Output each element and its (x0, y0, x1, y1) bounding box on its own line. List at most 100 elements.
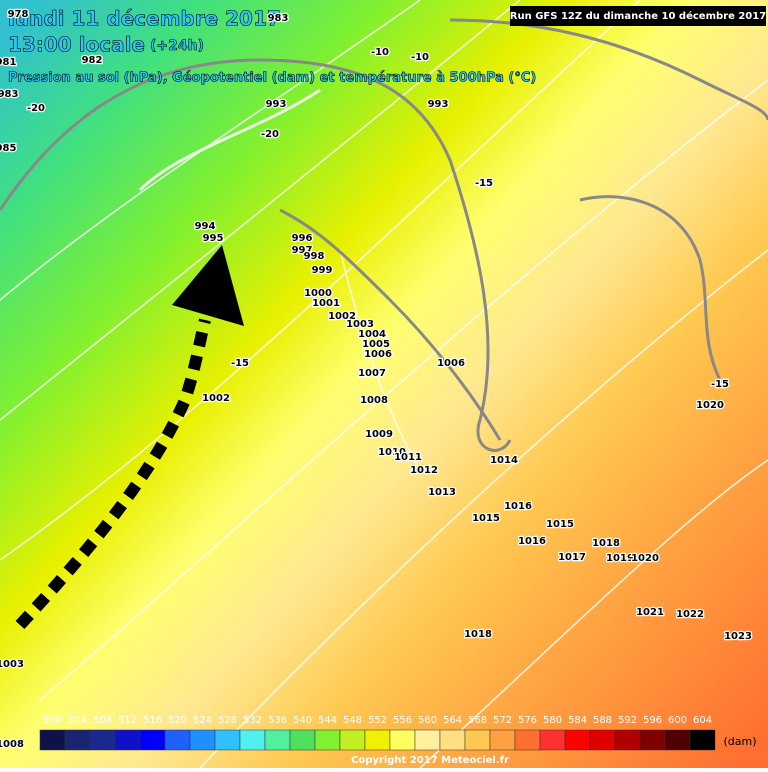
legend-value: 552 (368, 715, 387, 726)
legend: 500 504 508 512 516 520 524 528 532 536 540 544 548 5… (39, 715, 716, 751)
pressure-label: 1018 (592, 538, 620, 549)
pressure-label: 1021 (636, 607, 664, 618)
legend-swatch (564, 729, 591, 751)
pressure-label: 982 (82, 55, 103, 66)
pressure-label: 1009 (365, 429, 393, 440)
pressure-label: 1015 (546, 519, 574, 530)
legend-swatch (489, 729, 516, 751)
pressure-label: 1007 (358, 368, 386, 379)
flow-arrow (15, 245, 244, 630)
pressure-label: 1010 (378, 447, 406, 458)
legend-value: 528 (218, 715, 237, 726)
pressure-label: 1008 (360, 395, 388, 406)
pressure-label: -20 (27, 103, 45, 114)
pressure-label: 1003 (0, 659, 24, 670)
pressure-label: 1013 (428, 487, 456, 498)
pressure-label: -15 (231, 358, 249, 369)
legend-swatch (39, 729, 66, 751)
legend-swatch (264, 729, 291, 751)
pressure-label: 993 (428, 99, 449, 110)
pressure-label: 1018 (464, 629, 492, 640)
legend-value: 596 (643, 715, 662, 726)
legend-value: 572 (493, 715, 512, 726)
legend-value: 508 (93, 715, 112, 726)
legend-value: 604 (693, 715, 712, 726)
legend-value: 592 (618, 715, 637, 726)
pressure-label: 1002 (202, 393, 230, 404)
pressure-label: 1002 (328, 311, 356, 322)
legend-swatch (214, 729, 241, 751)
legend-swatch (639, 729, 666, 751)
legend-swatch (414, 729, 441, 751)
legend-swatch (289, 729, 316, 751)
run-label: Run GFS 12Z du dimanche 10 décembre 2017 (510, 10, 766, 22)
legend-value: 568 (468, 715, 487, 726)
legend-value: 516 (143, 715, 162, 726)
legend-value: 580 (543, 715, 562, 726)
pressure-label: 1016 (504, 501, 532, 512)
legend-value: 576 (518, 715, 537, 726)
pressure-label: 1003 (346, 319, 374, 330)
legend-value: 544 (318, 715, 337, 726)
legend-value: 564 (443, 715, 462, 726)
legend-value: 548 (343, 715, 362, 726)
pressure-label: -10 (371, 47, 389, 58)
legend-value: 500 (43, 715, 62, 726)
pressure-label: 1011 (394, 452, 422, 463)
legend-swatch (389, 729, 416, 751)
date-title: lundi 11 décembre 2017 (8, 7, 281, 31)
legend-value: 560 (418, 715, 437, 726)
legend-swatch (689, 729, 716, 751)
legend-swatch (114, 729, 141, 751)
pressure-label: 1012 (410, 465, 438, 476)
legend-swatch (239, 729, 266, 751)
pressure-label: -15 (475, 178, 493, 189)
legend-swatch (139, 729, 166, 751)
pressure-label: 1008 (0, 739, 24, 750)
pressure-label: 995 (203, 233, 224, 244)
pressure-label: 994 (195, 221, 216, 232)
legend-value: 512 (118, 715, 137, 726)
legend-swatch (664, 729, 691, 751)
legend-swatch (189, 729, 216, 751)
pressure-label: 1017 (558, 552, 586, 563)
header: lundi 11 décembre 2017 13:00 locale (+24… (8, 6, 537, 86)
legend-value: 588 (593, 715, 612, 726)
legend-swatch (514, 729, 541, 751)
legend-value: 536 (268, 715, 287, 726)
legend-swatch (64, 729, 91, 751)
pressure-label: 998 (304, 251, 325, 262)
pressure-label: 1015 (472, 513, 500, 524)
pressure-label: 985 (0, 143, 16, 154)
legend-swatch (539, 729, 566, 751)
legend-value: 600 (668, 715, 687, 726)
legend-unit: (dam) (723, 735, 756, 748)
pressure-label: 1006 (437, 358, 465, 369)
pressure-label: 1020 (631, 553, 659, 564)
pressure-label: 1005 (362, 339, 390, 350)
legend-swatch (314, 729, 341, 751)
legend-swatch (364, 729, 391, 751)
time-title: 13:00 locale (8, 33, 145, 57)
copyright: Copyright 2017 Meteociel.fr (351, 755, 509, 766)
legend-swatch (439, 729, 466, 751)
pressure-label: 993 (266, 99, 287, 110)
legend-value: 584 (568, 715, 587, 726)
pressure-label: 1022 (676, 609, 704, 620)
pressure-label: -10 (411, 52, 429, 63)
legend-value: 540 (293, 715, 312, 726)
pressure-label: 999 (312, 265, 333, 276)
pressure-label: 1000 (304, 288, 332, 299)
pressure-label: 1004 (358, 329, 386, 340)
pressure-label: 997 (292, 245, 313, 256)
pressure-label: 1006 (364, 349, 392, 360)
run-banner (510, 6, 766, 26)
pressure-label: 1019 (606, 553, 634, 564)
legend-value: 504 (68, 715, 87, 726)
pressure-label: 1014 (490, 455, 518, 466)
legend-swatch (614, 729, 641, 751)
pressure-label: -20 (261, 129, 279, 140)
legend-value: 520 (168, 715, 187, 726)
